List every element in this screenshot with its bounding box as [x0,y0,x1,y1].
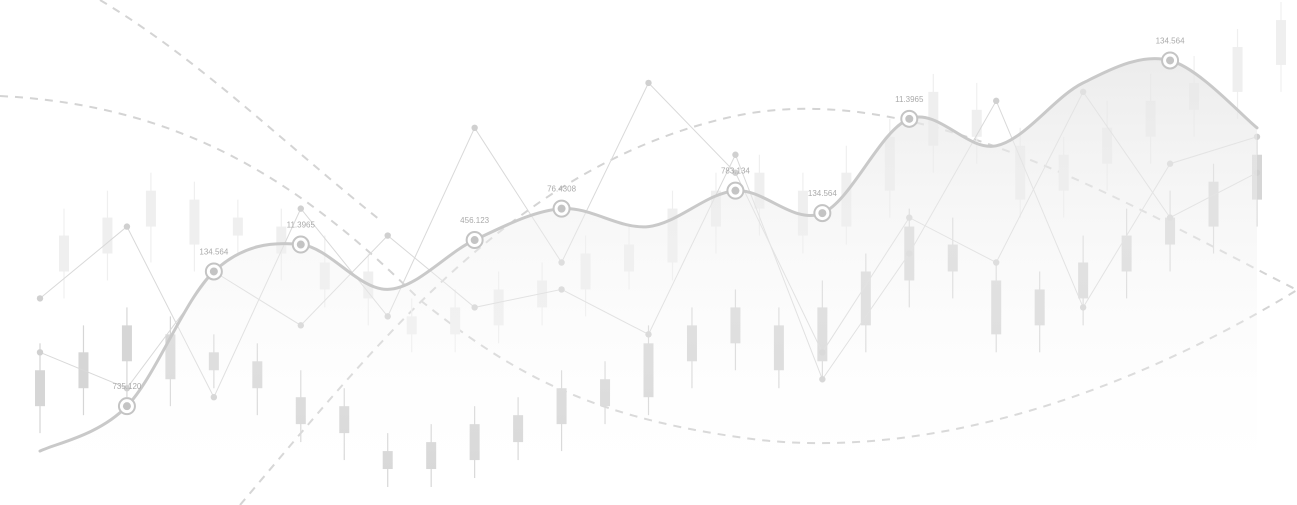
marker-dot [905,114,914,123]
marker-dot [209,267,218,276]
main-area [40,58,1257,505]
dashed-curve-3 [99,0,381,221]
marker-9 [1161,51,1180,70]
main-line [38,57,1259,453]
ghost-candle-body [189,199,200,245]
zigzag-point [123,385,131,392]
marker-label-5: 76.4308 [547,185,576,194]
marker-dot [1166,56,1175,65]
candle-29 [1252,2,1286,227]
zigzag-point [732,169,739,176]
marker-label-7: 134.564 [808,189,837,198]
marker-label-2: 134.564 [199,247,228,256]
candle-body [35,370,45,407]
ghost-candle-body [145,190,156,227]
ghost-candle-body [1232,46,1243,92]
candle-3 [121,172,156,398]
marker-dot [731,186,740,195]
zigzag-point [384,232,391,239]
ghost-candle-body [1276,20,1286,65]
zigzag-point [732,151,739,158]
zigzag-point [123,223,131,230]
ghost-candle-body [59,235,69,272]
markers [117,51,1180,416]
zigzag-point [993,97,1000,105]
marker-4 [465,231,484,250]
zigzag-point [36,349,44,356]
marker-dot [557,204,566,213]
ghost-candle-body [971,109,982,137]
marker-label-4: 456.123 [460,216,489,225]
marker-8 [900,109,919,128]
marker-dot [470,236,479,245]
marker-label-9: 134.564 [1156,36,1185,45]
marker-dot [296,240,305,249]
ghost-candle-body [232,217,243,236]
marker-label-8: 11.3965 [895,95,924,104]
ghost-candle-body [276,226,287,254]
marker-label-3: 11.3965 [287,221,316,230]
marker-label-6: 783.134 [721,167,750,176]
zigzag-point [36,295,44,302]
marker-label-1: 735.120 [112,382,141,391]
ghost-candle-body [754,172,765,209]
ghost-candle-body [797,190,808,236]
zigzag-point [471,124,478,131]
candle-1 [35,208,69,434]
marker-5 [552,199,571,218]
marker-3 [291,235,310,254]
main-line-group [38,57,1259,453]
ghost-candle-body [102,217,113,254]
marker-labels: 735.120 134.564 11.3965 456.123 76.4308 783.1… [112,36,1185,391]
marker-6 [726,181,745,200]
marker-dot [818,209,827,218]
zigzag-point [297,205,304,212]
candle-2 [78,190,113,416]
marker-2 [204,262,223,281]
main-area-fill [40,58,1257,505]
marker-1 [117,397,136,416]
candle-body [121,325,132,362]
marker-7 [813,204,832,223]
marker-dot [122,402,131,411]
zigzag-point [645,79,652,87]
